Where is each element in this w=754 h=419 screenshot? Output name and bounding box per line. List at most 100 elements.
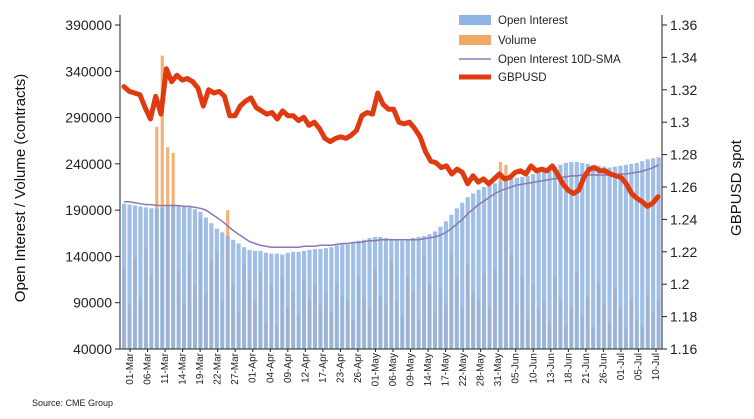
- right-tick-label: 1.34: [670, 49, 697, 65]
- x-tick-label: 27-Mar: [230, 352, 241, 384]
- x-tick-label: 17-Apr: [318, 352, 329, 383]
- open-interest-bar: [569, 162, 574, 349]
- x-tick-label: 17-May: [441, 353, 452, 386]
- open-interest-bar: [362, 239, 367, 349]
- axes: [119, 15, 663, 350]
- open-interest-bar: [154, 208, 159, 349]
- open-interest-bar: [198, 211, 203, 349]
- open-interest-bar: [291, 251, 296, 349]
- x-tick-label: 31-May: [493, 353, 504, 386]
- legend-label-gbpusd: GBPUSD: [498, 72, 547, 84]
- open-interest-bar: [143, 207, 148, 349]
- open-interest-bar: [252, 250, 258, 349]
- x-tick-label: 09-May: [406, 353, 417, 386]
- open-interest-bar: [323, 248, 328, 349]
- left-tick-label: 90000: [73, 295, 112, 311]
- right-tick-label: 1.28: [670, 147, 697, 163]
- open-interest-bar: [585, 163, 590, 349]
- volume-bar: [160, 55, 164, 350]
- left-tick-label: 340000: [65, 63, 112, 79]
- open-interest-bar: [351, 242, 356, 349]
- x-tick-label: 14-Mar: [178, 352, 189, 384]
- legend-label-open-interest: Open Interest: [498, 15, 568, 27]
- open-interest-bar: [531, 174, 536, 349]
- legend: Open Interest Volume Open Interest 10D-S…: [459, 15, 621, 84]
- left-axis-label: Open Interest / Volume (contracts): [12, 74, 29, 302]
- open-interest-bar: [263, 252, 268, 349]
- open-interest-bar: [203, 217, 208, 349]
- open-interest-bar: [242, 247, 247, 349]
- open-interest-bar: [247, 249, 252, 349]
- open-interest-bar: [312, 249, 318, 349]
- open-interest-bar: [520, 176, 525, 349]
- open-interest-bar: [547, 168, 552, 349]
- open-interest-bar: [645, 159, 650, 349]
- open-interest-bar: [487, 185, 492, 349]
- open-interest-bar: [482, 187, 487, 349]
- open-interest-bar: [460, 202, 465, 349]
- open-interest-bar: [651, 158, 656, 349]
- open-interest-bar: [372, 236, 378, 349]
- legend-label-sma: Open Interest 10D-SMA: [498, 54, 621, 66]
- x-tick-label: 21-Jun: [581, 353, 592, 384]
- open-interest-bar: [405, 239, 410, 349]
- open-interest-bar: [492, 183, 498, 349]
- open-interest-bar: [149, 208, 154, 349]
- x-tick-label: 06-Mar: [143, 352, 154, 384]
- open-interest-bar: [471, 193, 476, 349]
- right-axis-label: GBPUSD spot: [728, 139, 745, 236]
- left-tick-label: 190000: [65, 202, 112, 218]
- open-interest-bar: [302, 250, 307, 349]
- open-interest-bar: [422, 236, 427, 349]
- x-tick-label: 13-Jun: [546, 353, 557, 384]
- open-interest-bar: [285, 252, 290, 349]
- open-interest-bar: [411, 237, 416, 349]
- open-interest-bar: [182, 206, 187, 349]
- left-tick-label: 290000: [65, 110, 112, 126]
- x-tick-label: 23-Apr: [335, 352, 346, 383]
- open-interest-bar: [607, 167, 612, 349]
- open-interest-bar: [503, 179, 508, 349]
- open-interest-bar: [618, 165, 623, 349]
- x-axis-ticks: 01-Mar 06-Mar 11-Mar 14-Mar 19-Mar 22-Mar 27-M…: [125, 349, 662, 386]
- open-interest-bar: [176, 205, 181, 349]
- open-interest-bar: [449, 214, 454, 349]
- right-tick-label: 1.2: [670, 276, 690, 292]
- open-interest-bar: [558, 164, 563, 349]
- open-interest-bar: [329, 247, 334, 349]
- open-interest-bar: [165, 205, 170, 349]
- x-tick-label: 10-Jun: [528, 353, 539, 384]
- right-tick-label: 1.16: [670, 341, 697, 357]
- open-interest-bar: [214, 228, 219, 349]
- open-interest-bar: [345, 244, 350, 349]
- open-interest-bar: [160, 207, 165, 349]
- open-interest-bar: [438, 226, 443, 349]
- open-interest-bar: [514, 177, 519, 349]
- x-tick-label: 26-Apr: [353, 352, 364, 383]
- right-tick-label: 1.26: [670, 179, 697, 195]
- open-interest-bar: [296, 251, 301, 349]
- open-interest-bar: [122, 203, 127, 349]
- open-interest-bar: [563, 162, 568, 349]
- left-tick-label: 140000: [65, 248, 112, 264]
- open-interest-bar: [225, 236, 230, 349]
- open-interest-bar: [192, 209, 198, 349]
- open-interest-bar: [416, 236, 421, 349]
- x-tick-label: 11-Mar: [160, 352, 171, 384]
- x-tick-label: 01-May: [371, 353, 382, 386]
- open-interest-bar: [542, 170, 547, 349]
- left-tick-label: 390000: [65, 17, 112, 33]
- open-interest-bar: [394, 239, 399, 349]
- open-interest-bar: [236, 243, 241, 349]
- x-tick-label: 01-Jul: [616, 353, 627, 380]
- right-tick-label: 1.22: [670, 244, 697, 260]
- right-tick-label: 1.24: [670, 211, 697, 227]
- right-axis-ticks: 1.16 1.18 1.2 1.22 1.24 1.26 1.28 1.3 1.32 1.34 1.…: [662, 17, 697, 357]
- left-tick-label: 40000: [73, 341, 112, 357]
- open-interest-bar: [623, 164, 628, 349]
- x-tick-label: 22-Mar: [213, 352, 224, 384]
- open-interest-bar: [187, 207, 192, 349]
- x-tick-label: 09-Apr: [283, 352, 294, 383]
- open-interest-bar: [231, 239, 236, 349]
- open-interest-bar: [367, 237, 372, 349]
